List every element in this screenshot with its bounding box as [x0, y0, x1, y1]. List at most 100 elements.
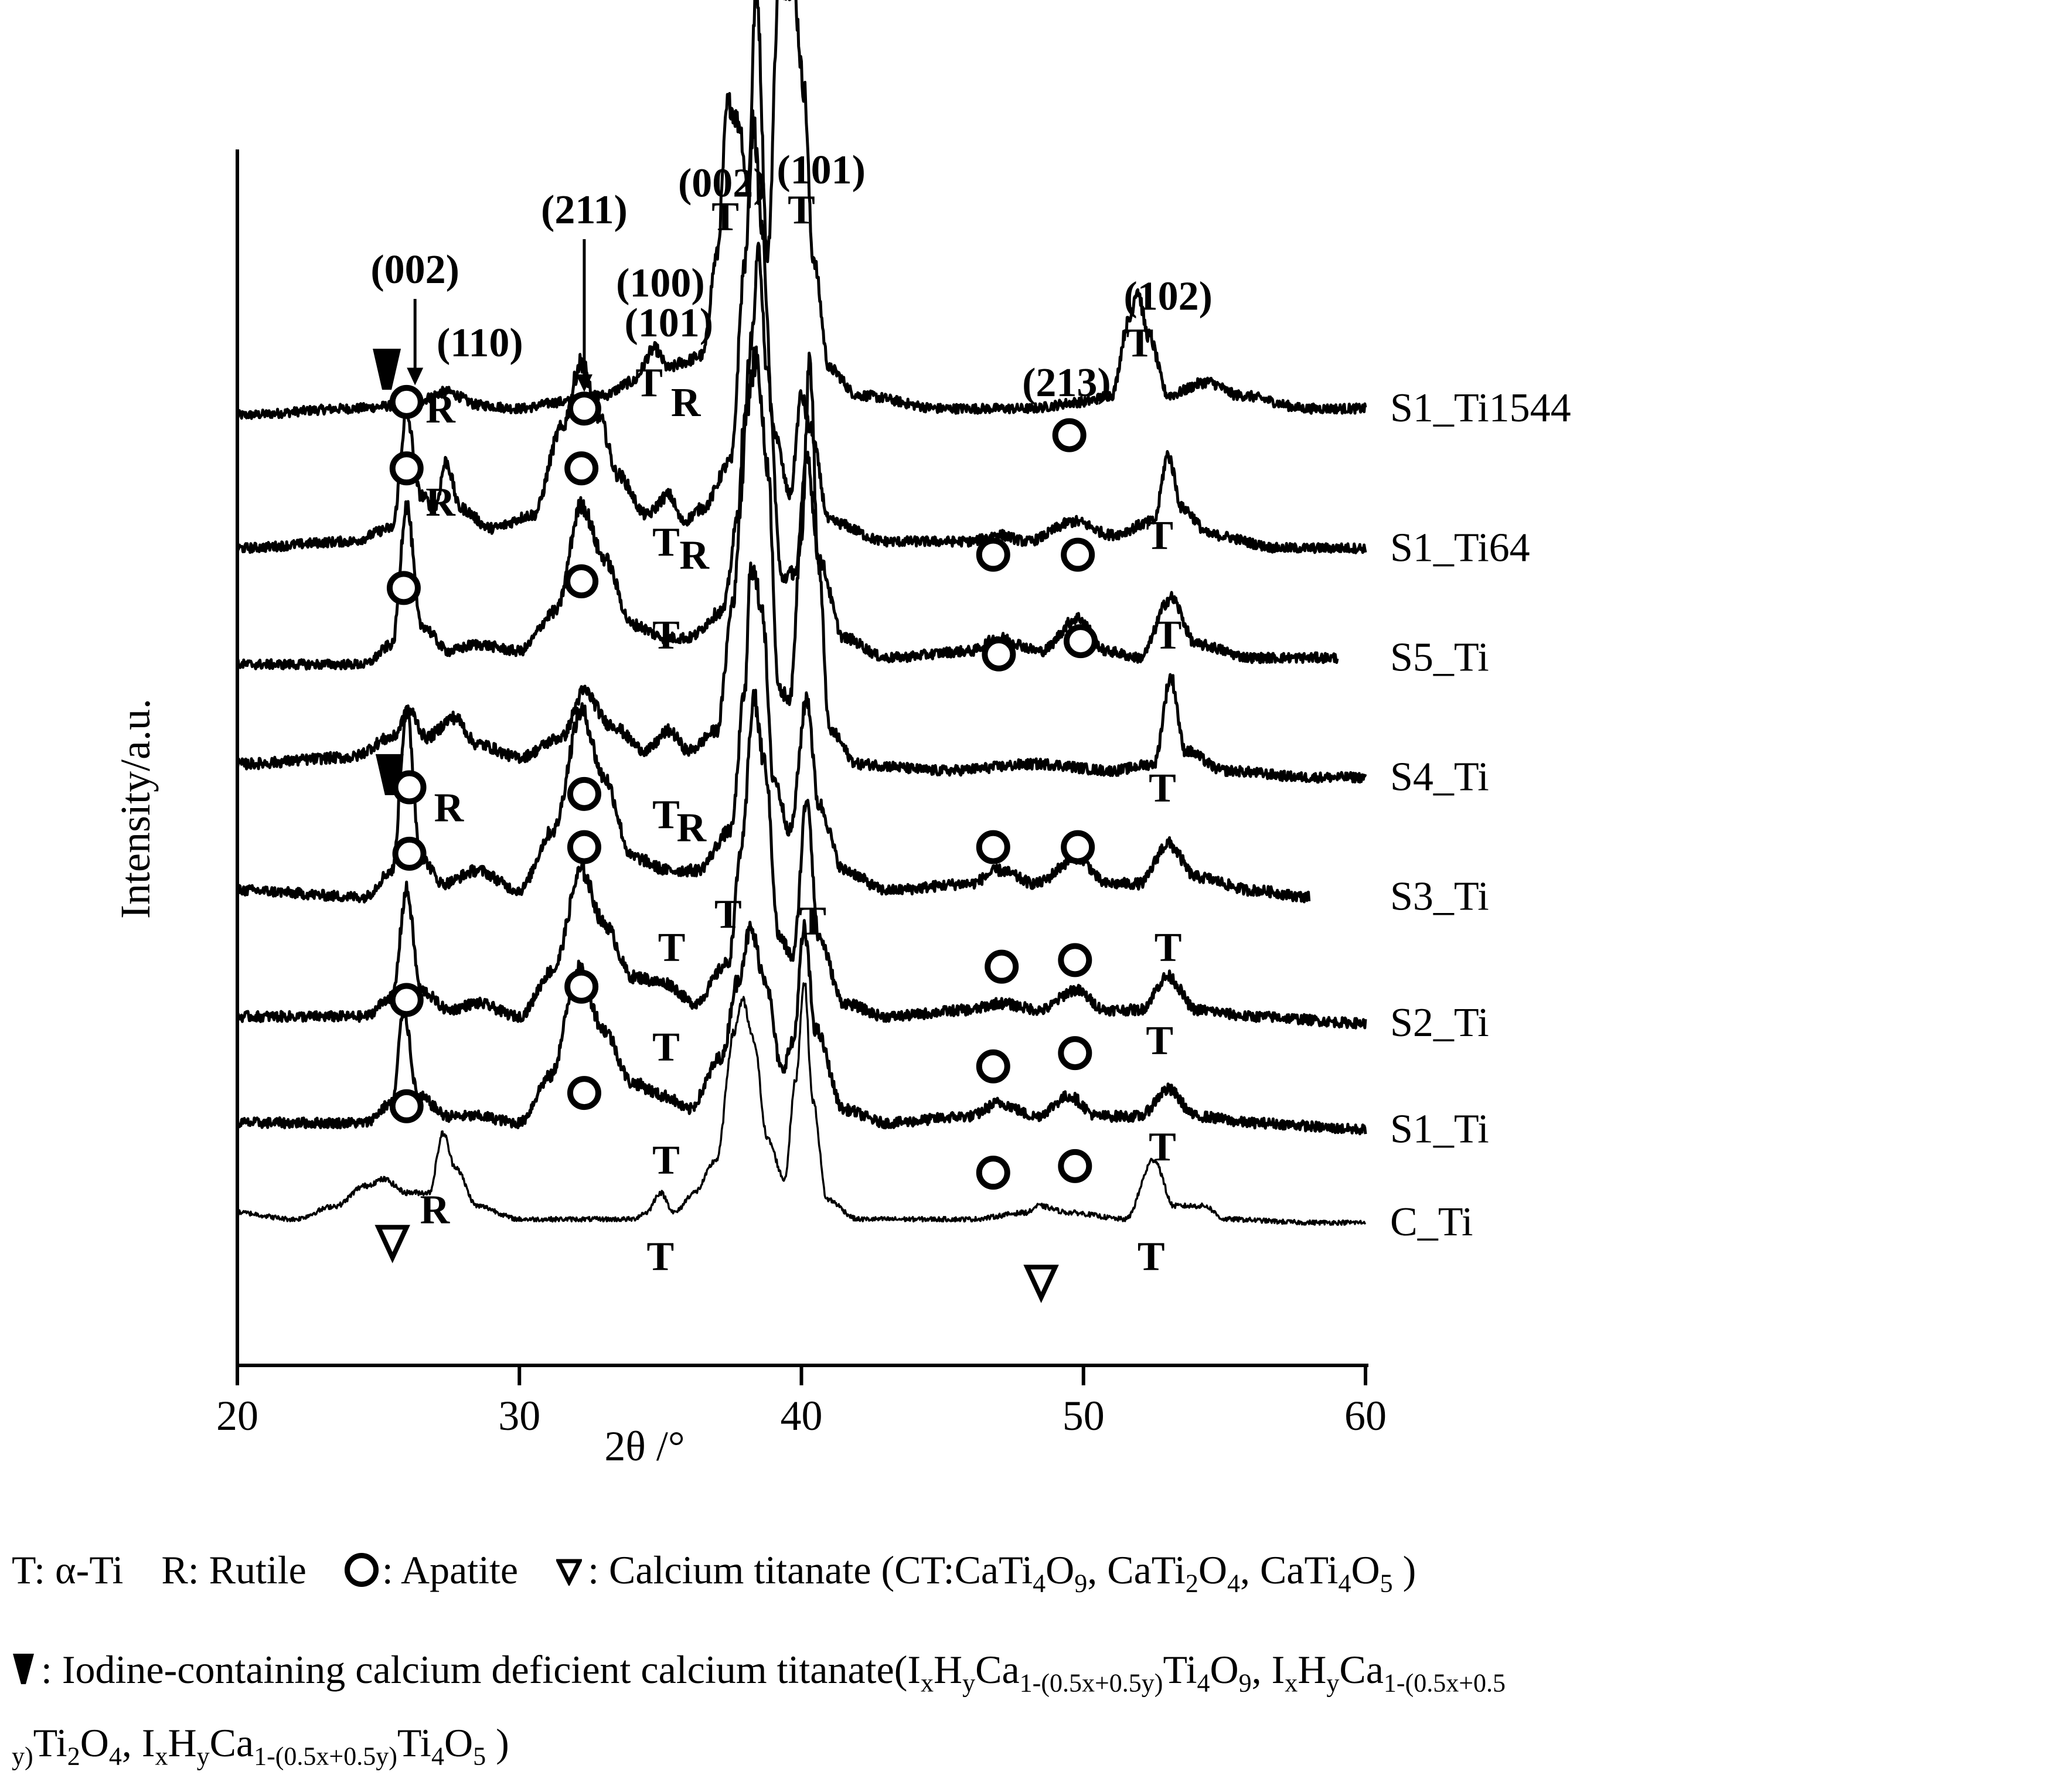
hkl-label: (101): [625, 301, 714, 346]
y-axis-label: Intensity/a.u.: [112, 699, 159, 919]
ict-text: H: [934, 1647, 963, 1692]
phase-label: T: [1149, 766, 1176, 811]
apatite-marker: [1052, 418, 1087, 452]
ict-text: Ti: [1163, 1647, 1197, 1692]
ct-text-d: O: [1198, 1548, 1227, 1592]
legend-t: T: α-Ti: [12, 1548, 124, 1592]
ct-text-e: , CaTi: [1239, 1548, 1339, 1592]
ict-sub: 4: [108, 1742, 122, 1771]
series-line-S1_Ti: [236, 919, 1367, 1136]
hkl-label: (100): [616, 261, 705, 306]
series-label: S1_Ti: [1390, 1106, 1489, 1151]
apatite-marker: [976, 537, 1010, 572]
phase-label: T: [658, 925, 686, 970]
ict-sub: x: [1285, 1668, 1298, 1698]
apatite-marker: [564, 969, 599, 1004]
iodine-titanate-marker: [373, 349, 401, 390]
ict-text: : Iodine-containing calcium deficient ca…: [41, 1647, 921, 1692]
calcium-titanate-marker: [1023, 1265, 1059, 1303]
ict-sub: 4: [431, 1742, 444, 1771]
ct-text-f: O: [1351, 1548, 1380, 1592]
x-tick-label: 40: [781, 1392, 823, 1439]
legend-row-1: T: α-Ti R: Rutile : Apatite : Calcium ti…: [12, 1547, 2039, 1599]
series-label: S5_Ti: [1390, 635, 1489, 680]
ict-sub: y: [1326, 1668, 1340, 1698]
ict-text: , I: [121, 1721, 155, 1765]
phase-label: T: [711, 194, 739, 239]
apatite-circle-icon: [344, 1553, 379, 1587]
apatite-marker: [386, 571, 421, 605]
series-labels: S1_Ti1544 S1_Ti64 S5_Ti S4_Ti S3_Ti S2_Ti S1_T…: [1390, 386, 1571, 1245]
apatite-marker: [567, 1076, 601, 1110]
apatite-marker: [389, 1089, 424, 1123]
series-line-S2_Ti: [236, 689, 1367, 1030]
ict-text: , I: [1251, 1647, 1285, 1692]
phase-label: T: [1146, 1018, 1173, 1063]
phase-label: T: [1155, 613, 1182, 658]
ict-text: Ca: [1339, 1647, 1384, 1692]
series-line-C_Ti: [236, 982, 1367, 1226]
ict-sub: y: [962, 1668, 976, 1698]
legend-apatite: : Apatite: [344, 1548, 518, 1592]
ict-text: O: [1210, 1647, 1239, 1692]
ct-text-b: O: [1046, 1548, 1075, 1592]
apatite-marker: [976, 830, 1010, 864]
phase-label: T: [652, 1137, 680, 1183]
phase-label: R: [420, 1188, 451, 1233]
filled-triangle-icon: [13, 1654, 34, 1684]
ict-text: Ca: [975, 1647, 1020, 1692]
legend-row-3: y)Ti2O4, IxHyCa1-(0.5x+0.5y)Ti4O5 ): [12, 1720, 2039, 1771]
x-ticks: 20 30 40 50 60: [216, 1365, 1387, 1439]
ct-text-g: ): [1392, 1548, 1416, 1592]
apatite-marker: [1061, 830, 1095, 864]
ict-text: H: [1298, 1647, 1327, 1692]
apatite-marker: [1058, 1149, 1092, 1183]
ict-text: Ti: [397, 1721, 431, 1765]
apatite-marker: [389, 983, 424, 1017]
phase-label: R: [425, 480, 456, 525]
ict-text: ): [486, 1721, 509, 1765]
apatite-marker: [1058, 943, 1092, 977]
apatite-marker: [976, 1156, 1010, 1190]
arrow-head-icon: [407, 367, 424, 386]
phase-label: R: [679, 533, 710, 578]
apatite-marker: [567, 391, 601, 426]
ict-sub: y): [12, 1742, 33, 1771]
hkl-label: (002): [678, 161, 767, 206]
series-line-S1_Ti64: [236, 109, 1367, 554]
x-axis-label: 2θ /°: [604, 1423, 685, 1470]
ct-text-a: : Calcium titanate (CT:CaTi: [588, 1548, 1033, 1592]
ict-sub: y: [196, 1742, 210, 1771]
apatite-marker: [976, 1049, 1010, 1084]
ict-text: O: [444, 1721, 474, 1765]
xrd-chart: 20 30 40 50 60 (002)(110)(211)(100)(101)(002…: [112, 0, 1571, 1470]
phase-label: T: [1155, 925, 1182, 970]
legend-calcium-titanate: : Calcium titanate (CT:CaTi4O9, CaTi2O4,…: [556, 1548, 1416, 1598]
ict-sub: 1-(0.5x+0.5y): [254, 1742, 397, 1771]
apatite-marker: [392, 836, 427, 871]
arrow-head-icon: [576, 374, 592, 392]
phase-label: T: [799, 898, 826, 943]
phase-label: T: [1138, 1234, 1165, 1279]
apatite-marker: [1058, 1036, 1092, 1071]
ict-text: H: [168, 1721, 197, 1765]
xrd-curves: [236, 0, 1367, 1226]
apatite-marker: [564, 564, 599, 599]
ct-sub: 4: [1338, 1569, 1351, 1598]
ict-text: O: [80, 1721, 109, 1765]
phase-label: T: [788, 188, 815, 233]
ct-sub: 4: [1227, 1569, 1240, 1598]
calcium-titanate-marker: [374, 1225, 410, 1263]
legend-row-2: : Iodine-containing calcium deficient ca…: [12, 1647, 2039, 1698]
ict-text: Ti: [33, 1721, 67, 1765]
axes: 20 30 40 50 60: [216, 149, 1387, 1439]
apatite-marker: [389, 451, 424, 486]
ct-sub: 9: [1074, 1569, 1088, 1598]
ict-text: Ca: [209, 1721, 254, 1765]
apatite-marker: [564, 451, 599, 486]
x-tick-label: 60: [1344, 1392, 1387, 1439]
phase-label: T: [652, 613, 680, 658]
hkl-label: (213): [1022, 360, 1111, 406]
apatite-marker: [982, 637, 1016, 672]
apatite-marker: [389, 384, 424, 419]
